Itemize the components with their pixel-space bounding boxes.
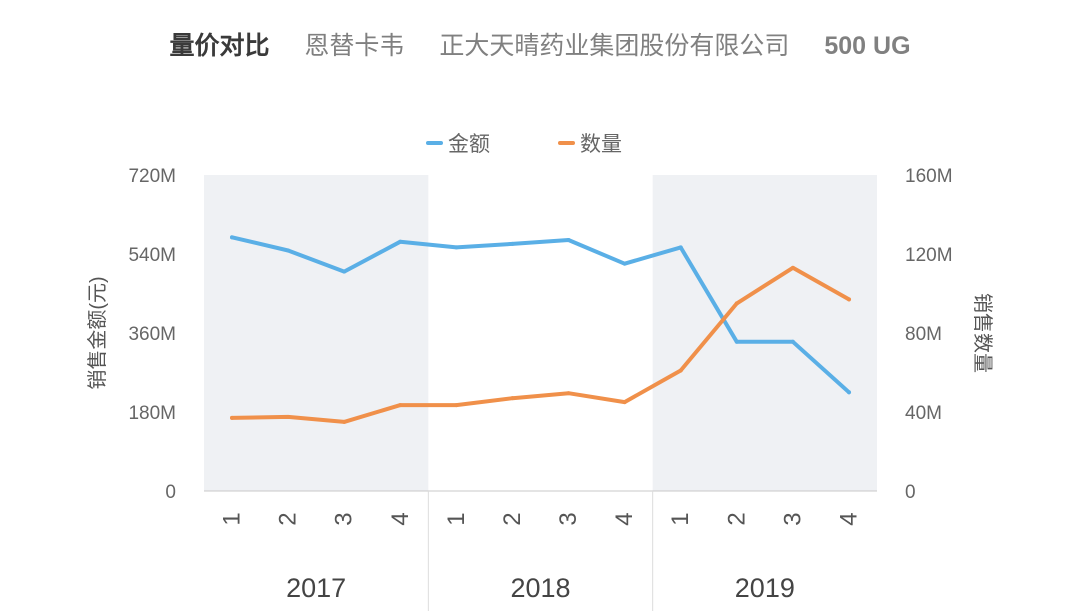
legend-label: 数量 bbox=[580, 133, 622, 156]
x-tick-label-quarter: 4 bbox=[387, 512, 414, 525]
data-point-金额 bbox=[510, 241, 515, 246]
x-year-label: 2017 bbox=[286, 573, 346, 603]
x-tick-label-quarter: 3 bbox=[331, 512, 358, 525]
x-tick-label-quarter: 2 bbox=[499, 512, 526, 525]
x-tick-label-quarter: 1 bbox=[443, 512, 470, 525]
data-point-数量 bbox=[678, 368, 683, 373]
y-right-tick-label: 40M bbox=[905, 403, 942, 424]
data-point-数量 bbox=[846, 297, 851, 302]
series-line-数量 bbox=[230, 265, 851, 424]
data-point-数量 bbox=[286, 414, 291, 419]
year-band-2017 bbox=[204, 175, 429, 491]
header-brand: 恩替卡韦 bbox=[304, 32, 405, 60]
data-point-数量 bbox=[230, 415, 235, 420]
x-tick-label-quarter: 1 bbox=[667, 512, 694, 525]
x-year-label: 2018 bbox=[510, 573, 570, 603]
data-point-数量 bbox=[398, 403, 403, 408]
y-left-tick-label: 360M bbox=[128, 324, 176, 345]
data-point-金额 bbox=[342, 269, 347, 274]
y-right-tick-label: 80M bbox=[905, 324, 942, 345]
data-point-金额 bbox=[846, 390, 851, 395]
x-year-label: 2019 bbox=[735, 573, 795, 603]
y-left-tick-label: 180M bbox=[128, 403, 176, 424]
data-point-数量 bbox=[510, 396, 515, 401]
header-company: 正大天晴药业集团股份有限公司 bbox=[439, 32, 790, 60]
data-point-金额 bbox=[734, 339, 739, 344]
x-tick-label-quarter: 1 bbox=[219, 512, 246, 525]
header-label: 量价对比 bbox=[169, 32, 270, 60]
y-right-axis-title: 销售数量 bbox=[971, 293, 994, 373]
y-right-tick-label: 120M bbox=[905, 245, 953, 266]
x-tick-label-quarter: 4 bbox=[835, 512, 862, 525]
data-point-数量 bbox=[342, 419, 347, 424]
data-point-数量 bbox=[454, 403, 459, 408]
y-right-tick-label: 160M bbox=[905, 166, 953, 187]
year-band-2019 bbox=[652, 175, 877, 491]
y-left-axis-title: 销售金额(元) bbox=[86, 276, 109, 389]
y-left-tick-label: 540M bbox=[128, 245, 176, 266]
data-point-数量 bbox=[734, 301, 739, 306]
data-point-金额 bbox=[790, 339, 795, 344]
data-point-金额 bbox=[230, 235, 235, 240]
x-tick-label-quarter: 4 bbox=[611, 512, 638, 525]
data-point-金额 bbox=[454, 245, 459, 250]
y-right-tick-label: 0 bbox=[905, 482, 916, 503]
x-tick-label-quarter: 3 bbox=[555, 512, 582, 525]
data-point-金额 bbox=[398, 239, 403, 244]
data-point-数量 bbox=[622, 400, 627, 405]
data-point-数量 bbox=[790, 265, 795, 270]
y-left-tick-label: 720M bbox=[128, 166, 176, 187]
chart-header: 量价对比 恩替卡韦 正大天晴药业集团股份有限公司 500 UG bbox=[0, 26, 1080, 62]
x-tick-label-quarter: 2 bbox=[723, 512, 750, 525]
data-point-金额 bbox=[566, 237, 571, 242]
data-point-数量 bbox=[566, 391, 571, 396]
data-point-金额 bbox=[622, 261, 627, 266]
x-tick-label-quarter: 2 bbox=[275, 512, 302, 525]
y-left-tick-label: 0 bbox=[165, 482, 176, 503]
legend-label: 金额 bbox=[448, 133, 490, 156]
series-line-金额 bbox=[230, 235, 851, 395]
header-spec: 500 UG bbox=[824, 32, 911, 60]
data-point-金额 bbox=[286, 248, 291, 253]
data-point-金额 bbox=[678, 245, 683, 250]
x-tick-label-quarter: 3 bbox=[779, 512, 806, 525]
